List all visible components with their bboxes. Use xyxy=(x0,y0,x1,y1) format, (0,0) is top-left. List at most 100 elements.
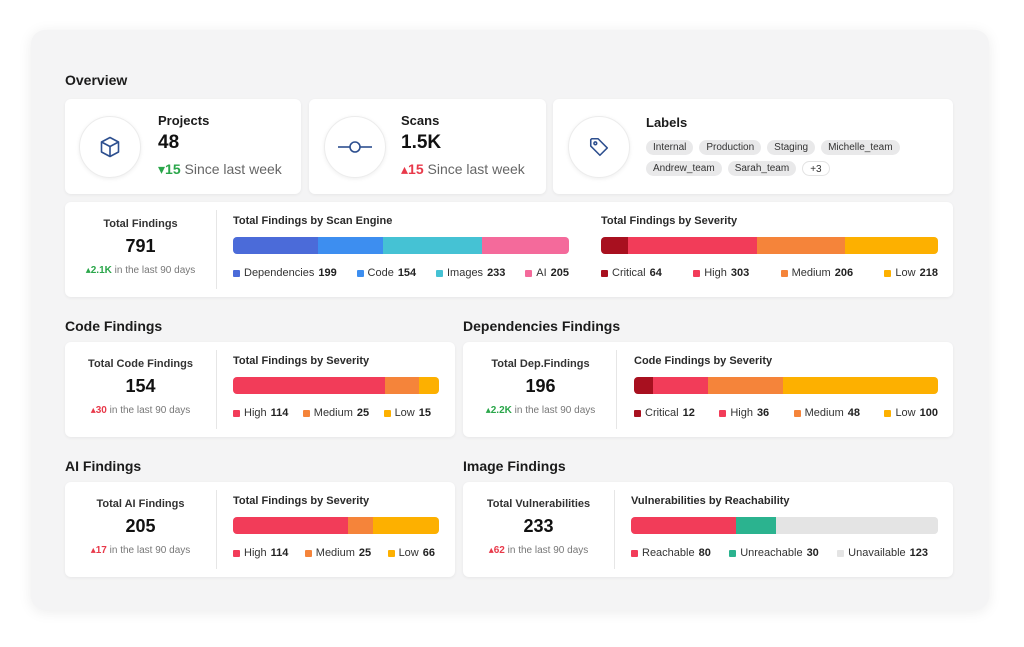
legend-value: 205 xyxy=(550,267,569,279)
bar-segment-critical[interactable] xyxy=(634,377,653,394)
legend-label: Low xyxy=(394,407,415,419)
bar-segment-low[interactable] xyxy=(418,377,439,394)
bar-segment-low[interactable] xyxy=(372,517,439,534)
dashboard-frame: Overview Projects 48 ▾15 Since last week… xyxy=(31,30,989,610)
scans-card[interactable]: Scans 1.5K ▴15 Since last week xyxy=(309,99,546,194)
divider xyxy=(216,490,217,569)
code-findings-delta-value: 30 xyxy=(95,405,107,416)
legend-value: 15 xyxy=(418,407,431,419)
legend-item-low: Low 218 xyxy=(884,267,938,279)
dependencies-severity-stacked-bar xyxy=(634,377,938,394)
legend-label: High xyxy=(730,407,753,419)
label-tag[interactable]: Internal xyxy=(646,140,694,155)
legend-label: Low xyxy=(895,267,916,279)
legend-item-low: Low 100 xyxy=(884,407,938,419)
engine-chart-title: Total Findings by Scan Engine xyxy=(233,215,393,227)
dependencies-findings-delta-text: in the last 90 days xyxy=(514,405,596,416)
dependencies-severity-chart-title: Code Findings by Severity xyxy=(634,355,773,367)
bar-segment-images[interactable] xyxy=(382,237,482,254)
arrow-up-icon: ▴ xyxy=(401,161,409,177)
label-tag[interactable]: Sarah_team xyxy=(727,161,797,176)
bar-segment-critical[interactable] xyxy=(601,237,629,254)
legend-swatch xyxy=(435,269,443,277)
bar-segment-unreachable[interactable] xyxy=(736,517,776,534)
legend-label: Unreachable xyxy=(740,547,803,559)
arrow-up-icon: ▴ xyxy=(90,545,96,556)
bar-segment-high[interactable] xyxy=(233,377,386,394)
bar-segment-high[interactable] xyxy=(628,237,758,254)
label-tag[interactable]: Michelle_team xyxy=(821,140,900,155)
legend-label: Code xyxy=(367,267,394,279)
severity-stacked-bar xyxy=(601,237,938,254)
legend-item-ai: AI 205 xyxy=(525,267,569,279)
bar-segment-low[interactable] xyxy=(845,237,938,254)
ai-severity-chart-title: Total Findings by Severity xyxy=(233,495,370,507)
bar-segment-ai[interactable] xyxy=(481,237,569,254)
image-findings-summary: Total Vulnerabilities 233 ▴62 in the las… xyxy=(463,498,614,556)
bar-segment-unavailable[interactable] xyxy=(775,517,938,534)
total-findings-delta: ▴2.1K in the last 90 days xyxy=(65,265,216,276)
legend-item-high: High 114 xyxy=(233,547,288,559)
code-findings-delta-text: in the last 90 days xyxy=(109,405,191,416)
ai-findings-title: AI Findings xyxy=(65,458,142,474)
ai-findings-summary-value: 205 xyxy=(125,516,156,536)
legend-item-high: High 114 xyxy=(233,407,288,419)
bar-segment-high[interactable] xyxy=(233,517,348,534)
legend-value: 218 xyxy=(919,267,938,279)
legend-item-reachable: Reachable 80 xyxy=(631,547,711,559)
legend-item-low: Low 66 xyxy=(387,547,435,559)
legend-swatch xyxy=(387,549,395,557)
bar-segment-dependencies[interactable] xyxy=(233,237,318,254)
legend-value: 123 xyxy=(909,547,928,559)
more-labels-button[interactable]: +3 xyxy=(802,161,830,176)
label-tag[interactable]: Staging xyxy=(767,140,816,155)
legend-item-critical: Critical 64 xyxy=(601,267,662,279)
bar-segment-high[interactable] xyxy=(652,377,709,394)
arrow-up-icon: ▴ xyxy=(485,405,491,416)
legend-swatch xyxy=(304,549,312,557)
legend-value: 303 xyxy=(730,267,750,279)
image-findings-summary-title: Total Vulnerabilities xyxy=(486,498,591,510)
total-findings-delta-text: in the last 90 days xyxy=(114,265,196,276)
legend-value: 114 xyxy=(270,407,289,419)
legend-value: 25 xyxy=(356,407,370,419)
dependencies-findings-delta: ▴2.2K in the last 90 days xyxy=(463,405,618,416)
bar-segment-medium[interactable] xyxy=(708,377,783,394)
bar-segment-medium[interactable] xyxy=(757,237,846,254)
label-tag[interactable]: Andrew_team xyxy=(646,161,722,176)
severity-chart-title: Total Findings by Severity xyxy=(601,215,738,227)
legend-item-high: High 36 xyxy=(719,407,769,419)
labels-label: Labels xyxy=(646,115,688,130)
projects-value: 48 xyxy=(158,132,180,153)
legend-value: 30 xyxy=(806,547,819,559)
arrow-up-icon: ▴ xyxy=(90,405,96,416)
image-findings-summary-value: 233 xyxy=(523,516,554,536)
legend-label: Dependencies xyxy=(244,267,315,279)
legend-label: AI xyxy=(536,267,547,279)
legend-label: Medium xyxy=(313,407,353,419)
bar-segment-code[interactable] xyxy=(317,237,383,254)
divider xyxy=(216,210,217,289)
bar-segment-reachable[interactable] xyxy=(631,517,737,534)
dependencies-findings-card: Total Dep.Findings 196 ▴2.2K in the last… xyxy=(463,342,953,437)
legend-swatch xyxy=(793,409,801,417)
bar-segment-medium[interactable] xyxy=(347,517,373,534)
projects-label: Projects xyxy=(158,113,210,128)
legend-item-unreachable: Unreachable 30 xyxy=(729,547,819,559)
code-findings-summary-title: Total Code Findings xyxy=(88,358,193,370)
projects-card[interactable]: Projects 48 ▾15 Since last week xyxy=(65,99,301,194)
cube-icon xyxy=(79,116,141,178)
label-tag[interactable]: Production xyxy=(699,140,762,155)
code-findings-delta: ▴30 in the last 90 days xyxy=(65,405,216,416)
labels-tag-list: Internal Production Staging Michelle_tea… xyxy=(646,140,916,176)
bar-segment-medium[interactable] xyxy=(385,377,419,394)
legend-swatch xyxy=(719,409,727,417)
labels-card[interactable]: Labels Internal Production Staging Miche… xyxy=(553,99,953,194)
legend-swatch xyxy=(233,549,240,557)
code-severity-stacked-bar xyxy=(233,377,439,394)
legend-swatch xyxy=(601,269,608,277)
bar-segment-low[interactable] xyxy=(782,377,938,394)
legend-swatch xyxy=(233,269,240,277)
legend-item-medium: Medium 48 xyxy=(793,407,860,419)
ai-findings-delta: ▴17 in the last 90 days xyxy=(65,545,216,556)
